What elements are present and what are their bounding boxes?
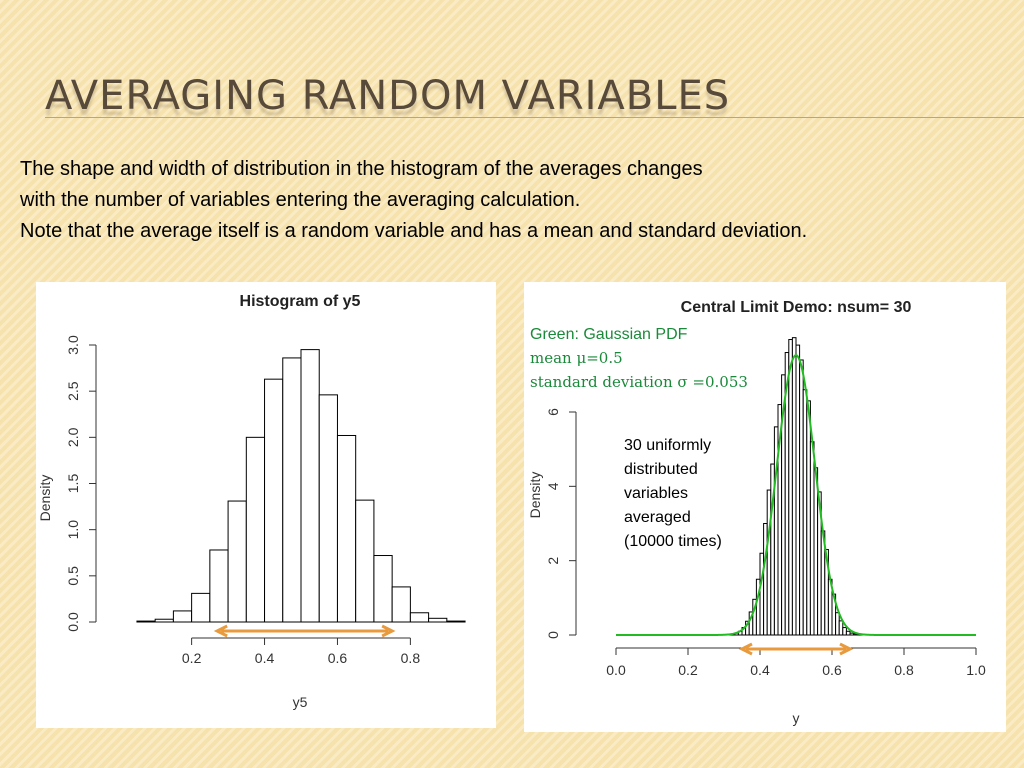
arrow-head-left [738,642,753,656]
note-line-1: 30 uniformly [624,437,711,454]
histogram-bar [802,389,808,636]
y-tick-label: 4 [545,482,561,490]
x-tick-label: 0.0 [606,662,626,678]
histogram-bar [806,400,811,636]
y-tick-label: 1.0 [65,520,81,540]
x-tick-label: 0.6 [822,662,842,678]
y-tick-label: 0 [545,631,561,639]
note-line-5: (10000 times) [624,533,722,550]
histogram-bar [838,620,844,636]
histogram-bar [795,344,801,636]
central-limit-chart: Central Limit Demo: nsum= 30 Green: Gaus… [527,299,986,726]
x-axis-label: y5 [293,694,308,710]
histogram-bar [245,436,266,623]
gaussian-legend-label: Green: Gaussian PDF [530,326,688,343]
histogram-y5-chart: Histogram of y5 Density y5 0.0 0.5 1.0 1.5 2… [37,293,466,710]
histogram-bar [845,630,851,636]
histogram-bar [428,617,448,623]
histogram-bar [154,618,174,623]
spread-arrow [213,624,396,638]
chart-title: Histogram of y5 [240,293,361,310]
mean-label: mean μ=0.5 [530,349,623,367]
histogram-bar [391,586,411,623]
histogram-bar [227,500,247,623]
histogram-bar [791,337,797,636]
histogram-bar [191,592,211,623]
note-line-3: variables [624,485,688,502]
histogram-bar [766,489,772,636]
histogram-bar [209,549,229,623]
y-tick-label: 2.0 [65,427,81,447]
spread-arrow [738,642,854,656]
histogram-bar [809,441,815,636]
histogram-bar [336,434,357,623]
arrow-head-right [381,624,396,638]
x-tick-label: 0.6 [328,650,348,666]
histogram-bar [264,378,284,623]
sd-label: standard deviation σ =0.053 [530,373,748,391]
histogram-bar [318,394,338,623]
histogram-bar [282,357,302,623]
histogram-bar [373,555,393,623]
arrow-head-right [839,642,854,656]
body-line-2: with the number of variables entering th… [20,189,581,211]
x-tick-label: 0.4 [255,650,275,666]
y-tick-label: 1.5 [65,474,81,494]
histogram-bar [788,339,793,636]
y-tick-label: 3.0 [65,335,81,355]
y-tick-label: 2 [545,557,561,565]
histogram-y5-panel: Histogram of y5 Density y5 0.0 0.5 1.0 1.5 2… [36,282,496,728]
slide-body: The shape and width of distribution in t… [20,154,1024,247]
y-axis-label: Density [37,475,53,522]
y-tick-label: 2.5 [65,381,81,401]
y-tick-label: 6 [545,408,561,416]
histogram-bar [172,610,193,623]
histogram-bar [835,612,840,636]
y-tick-label: 0.0 [65,612,81,632]
histogram-bar [759,552,765,636]
histogram-bar [813,467,819,636]
histogram-bar [300,349,320,623]
x-tick-label: 0.8 [894,662,914,678]
histogram-bar [136,620,156,623]
y-tick-label: 0.5 [65,566,81,586]
gaussian-pdf-curve [616,354,976,636]
x-tick-label: 0.2 [182,650,202,666]
arrow-head-left [213,624,228,638]
histogram-bar [849,632,855,636]
histogram-bar [409,612,430,623]
chart-title: Central Limit Demo: nsum= 30 [681,299,912,316]
note-line-4: averaged [624,509,691,526]
body-line-3: Note that the average itself is a random… [20,220,808,242]
note-line-2: distributed [624,461,698,478]
x-axis-label: y [793,710,800,726]
body-line-1: The shape and width of distribution in t… [20,158,703,180]
histogram-bar [763,523,768,636]
central-limit-panel: Central Limit Demo: nsum= 30 Green: Gaus… [524,282,1006,732]
title-underline [45,117,1024,118]
y-axis-label: Density [527,472,543,519]
x-tick-label: 0.2 [678,662,698,678]
histogram-bar [446,620,466,623]
histogram-bar [799,359,804,636]
x-tick-label: 1.0 [966,662,986,678]
note-block: 30 uniformly distributed variables avera… [624,437,722,550]
x-tick-label: 0.4 [750,662,770,678]
x-tick-label: 0.8 [401,650,421,666]
histogram-bar [842,627,847,636]
histogram-bar [355,499,375,623]
slide-title: AVERAGING RANDOM VARIABLES [45,73,731,119]
